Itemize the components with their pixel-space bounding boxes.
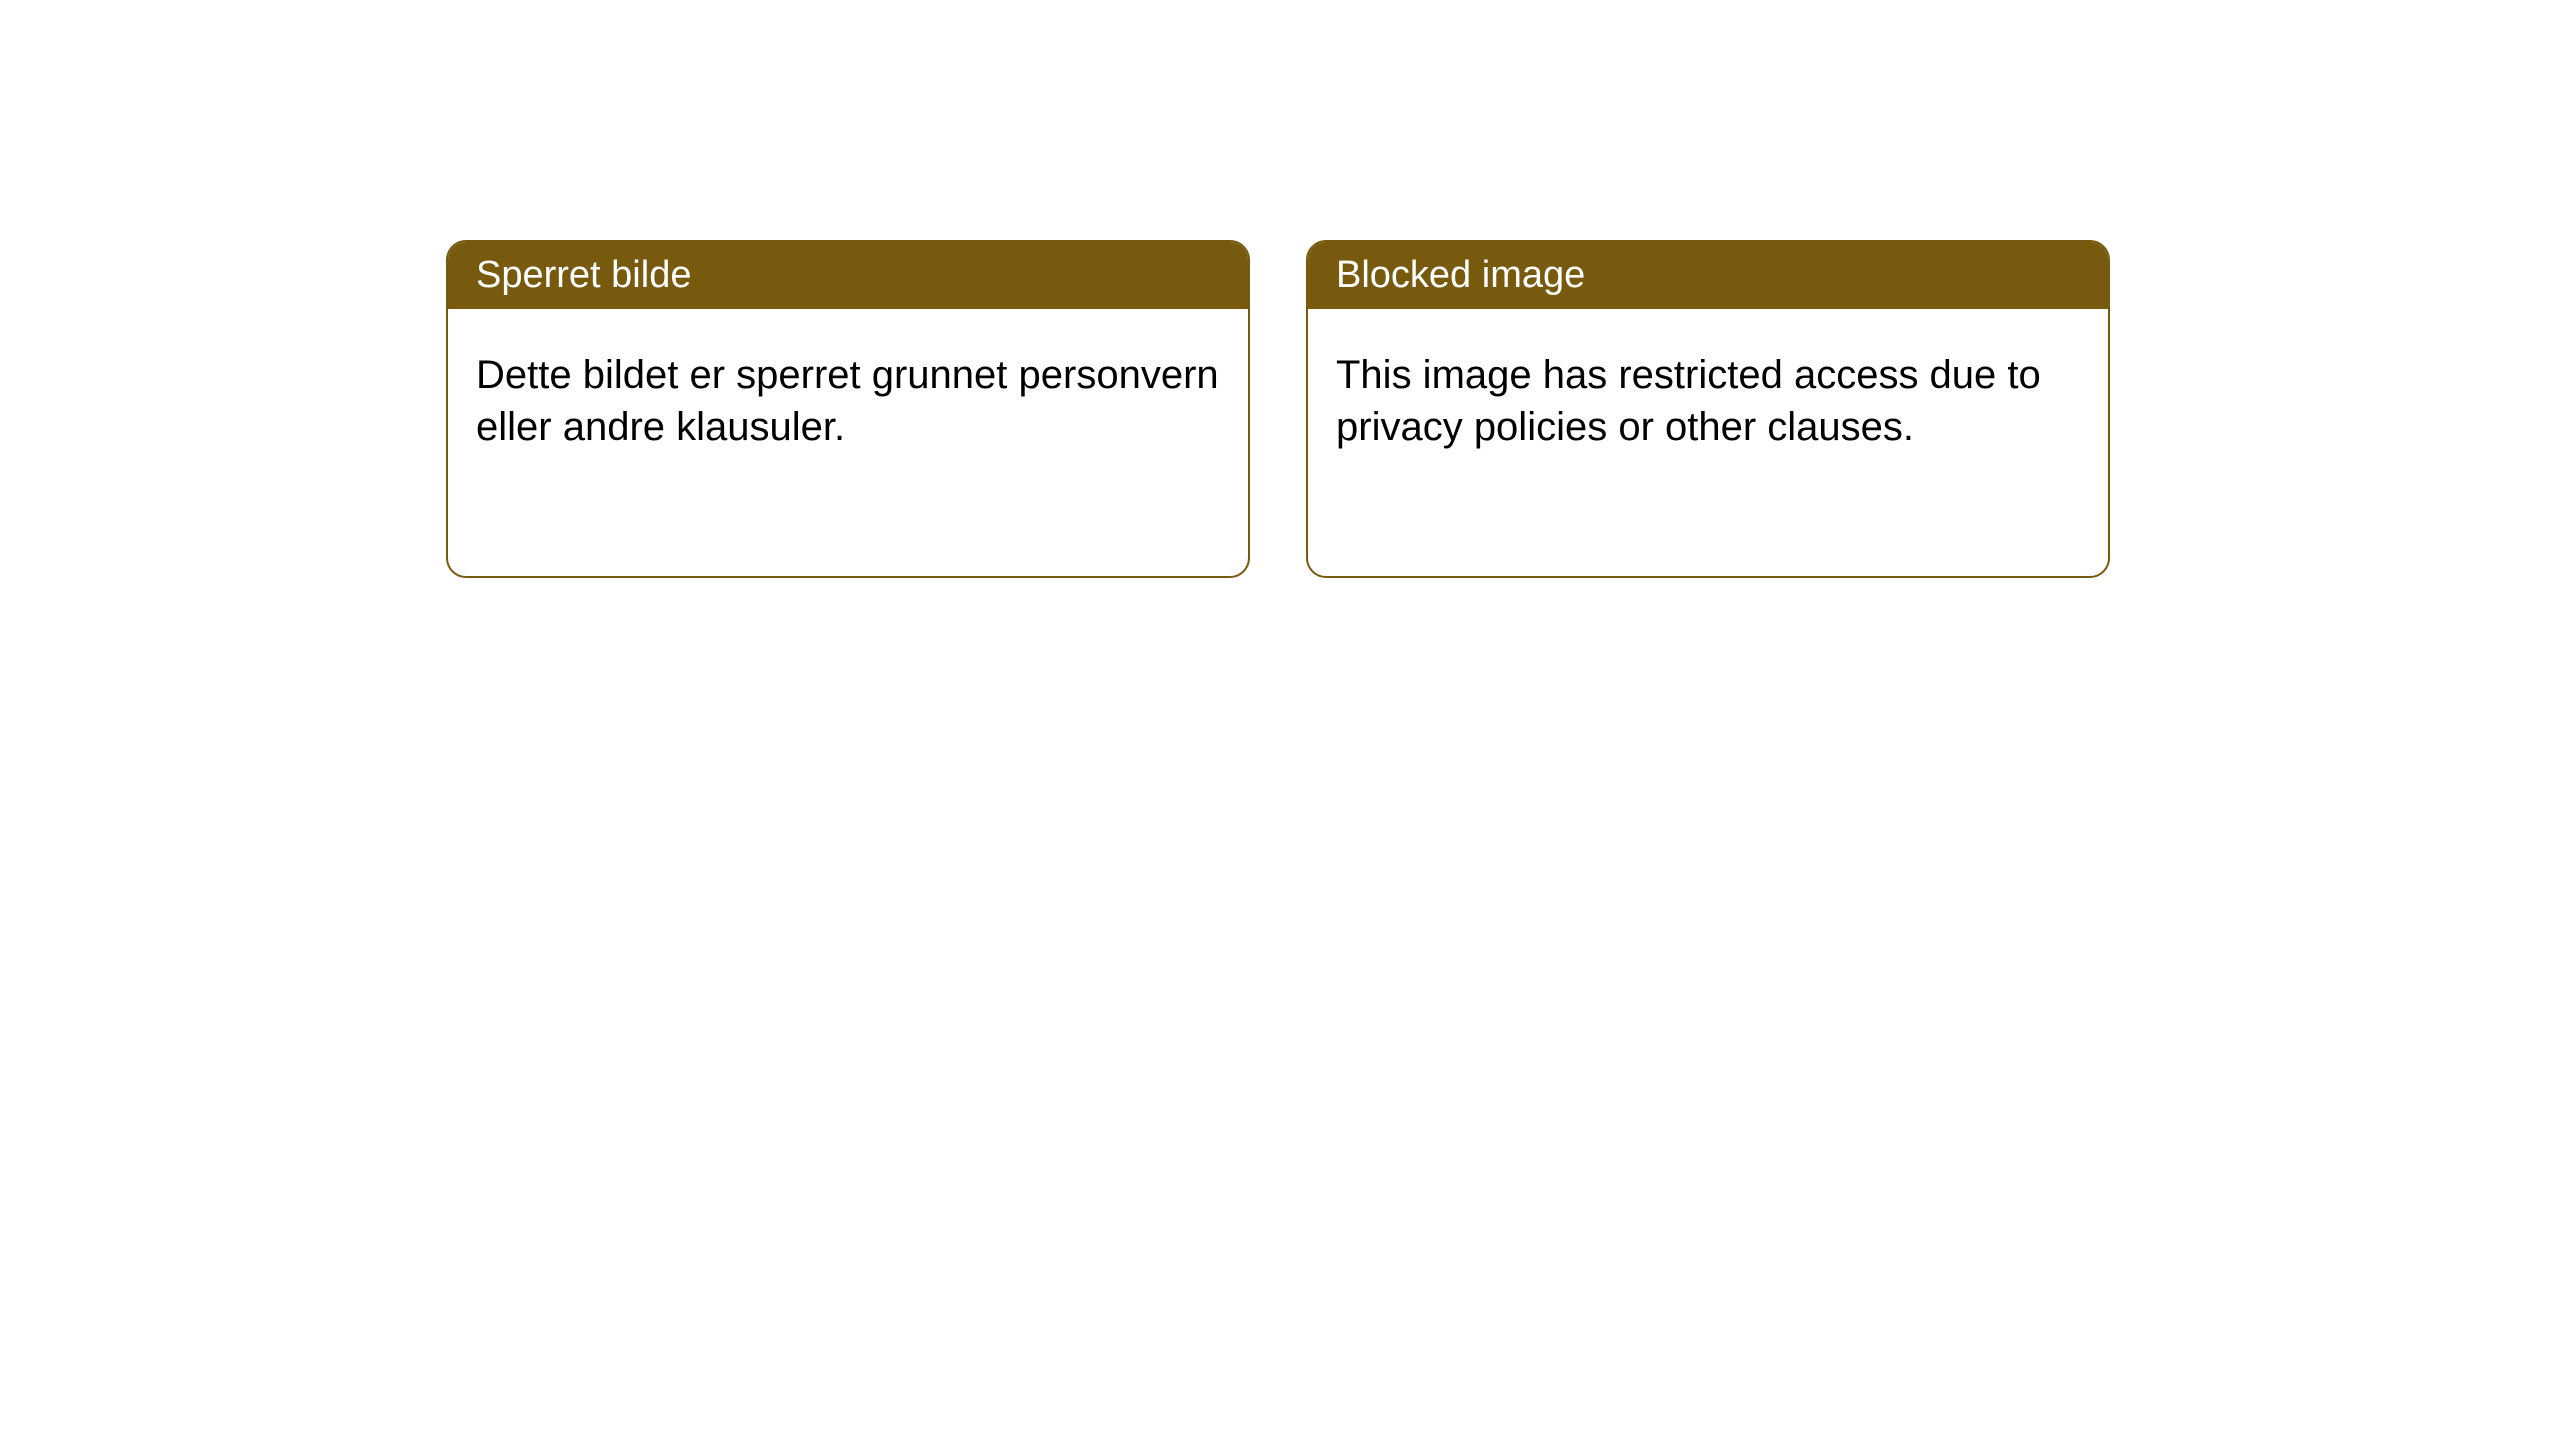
notice-title-norwegian: Sperret bilde [476, 254, 691, 296]
notice-text-english: This image has restricted access due to … [1336, 353, 2041, 449]
notice-container: Sperret bilde Dette bildet er sperret gr… [0, 0, 2560, 578]
notice-text-norwegian: Dette bildet er sperret grunnet personve… [476, 353, 1219, 449]
notice-body-english: This image has restricted access due to … [1308, 309, 2108, 493]
notice-card-norwegian: Sperret bilde Dette bildet er sperret gr… [446, 240, 1250, 578]
notice-header-norwegian: Sperret bilde [448, 242, 1248, 309]
notice-header-english: Blocked image [1308, 242, 2108, 309]
notice-body-norwegian: Dette bildet er sperret grunnet personve… [448, 309, 1248, 493]
notice-title-english: Blocked image [1336, 254, 1585, 296]
notice-card-english: Blocked image This image has restricted … [1306, 240, 2110, 578]
